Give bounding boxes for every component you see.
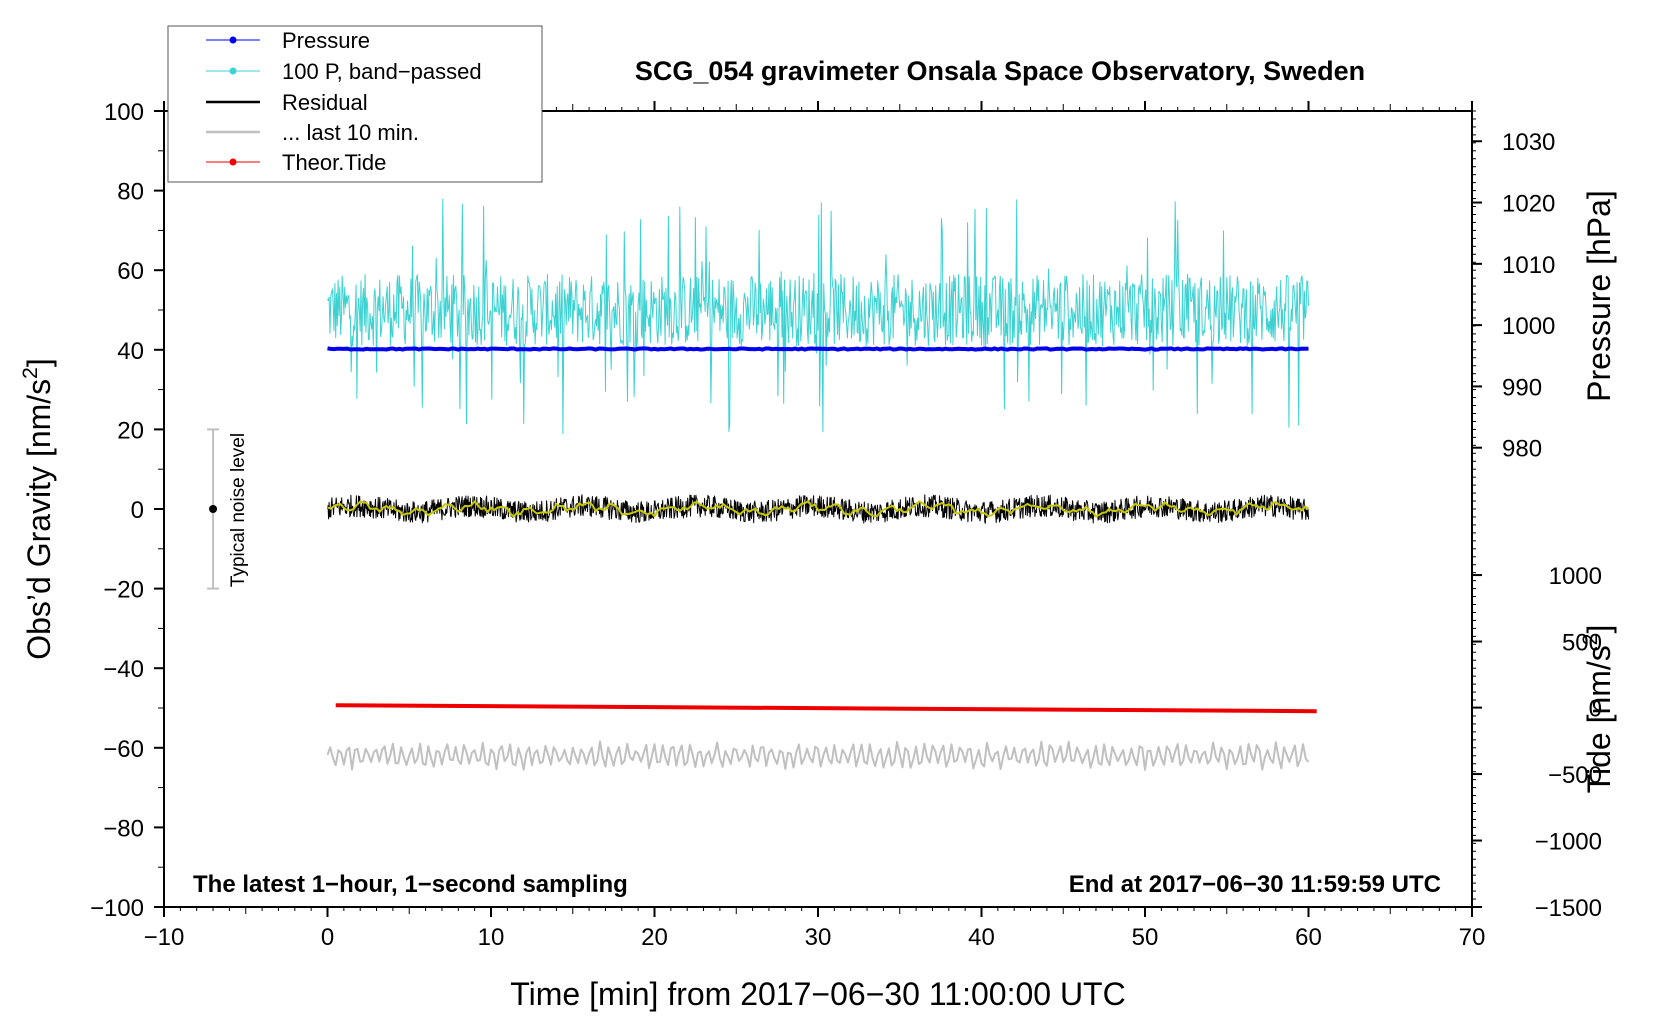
- tide-tick-label: −1500: [1535, 895, 1602, 922]
- x-tick-label: 0: [321, 924, 334, 951]
- legend-label-last10: ... last 10 min.: [282, 120, 419, 145]
- y-tick-label: 60: [117, 258, 144, 285]
- x-tick-label: 40: [968, 924, 995, 951]
- pressure-tick-label: 990: [1502, 374, 1542, 401]
- pressure-tick-label: 1030: [1502, 129, 1555, 156]
- noise-bar-label: Typical noise level: [228, 433, 249, 587]
- x-axis-label: Time [min] from 2017−06−30 11:00:00 UTC: [510, 976, 1125, 1012]
- y-tick-label: −100: [90, 895, 144, 922]
- y-tick-label: −20: [103, 577, 144, 604]
- x-tick-label: 10: [478, 924, 505, 951]
- legend-marker-bandpassed: [229, 67, 237, 75]
- legend-marker-pressure: [229, 36, 237, 44]
- y-tick-label: −60: [103, 736, 144, 763]
- y-tick-label: −80: [103, 815, 144, 842]
- series-pressure-line: [327, 346, 1309, 352]
- tide-tick-label: −500: [1548, 762, 1602, 789]
- series-layer: [207, 198, 1317, 771]
- legend-marker-tide: [229, 158, 237, 166]
- noise-bar-center: [209, 505, 218, 513]
- x-tick-label: −10: [144, 924, 185, 951]
- series-tide-line: [335, 703, 1317, 714]
- annotation-end-time: End at 2017−06−30 11:59:59 UTC: [1069, 871, 1441, 898]
- legend-label-residual: Residual: [282, 90, 368, 115]
- legend-box: [167, 25, 543, 183]
- y-tick-label: 80: [117, 179, 144, 206]
- x-tick-label: 60: [1295, 924, 1322, 951]
- pressure-tick-label: 1000: [1502, 313, 1555, 340]
- x-tick-label: 70: [1459, 924, 1486, 951]
- pressure-tick-label: 980: [1502, 436, 1542, 463]
- y-tick-label: 100: [104, 99, 144, 126]
- legend: Pressure 100 P, band−passed Residual ...…: [167, 25, 543, 183]
- y-tick-label: 40: [117, 338, 144, 365]
- pressure-tick-label: 1010: [1502, 252, 1555, 279]
- legend-label-pressure: Pressure: [282, 28, 370, 53]
- tide-tick-label: −1000: [1535, 829, 1602, 856]
- tide-tick-label: 1000: [1549, 563, 1602, 590]
- legend-label-bandpassed: 100 P, band−passed: [282, 59, 482, 84]
- x-tick-label: 30: [805, 924, 832, 951]
- series-bandpassed-line: [327, 198, 1309, 435]
- pressure-tick-label: 1020: [1502, 191, 1555, 218]
- y-tick-label: 0: [131, 497, 144, 524]
- series-residual-line: [327, 494, 1309, 524]
- pressure-axis-label: Pressure [hPa]: [1581, 190, 1617, 402]
- y-tick-label: −40: [103, 656, 144, 683]
- annotation-sampling: The latest 1−hour, 1−second sampling: [193, 871, 628, 898]
- legend-label-tide: Theor.Tide: [282, 150, 386, 175]
- chart-title: SCG_054 gravimeter Onsala Space Observat…: [635, 56, 1365, 86]
- x-tick-label: 50: [1132, 924, 1159, 951]
- y-tick-label: 20: [117, 417, 144, 444]
- tide-axis-label: Tide [nm/s2]: [1579, 625, 1617, 794]
- axis-layer: −10 0 10 20 30 40 50 60 70−100−80−60−40−20020406…: [90, 99, 1602, 951]
- tide-tick-label: 0: [1589, 696, 1602, 723]
- series-last10-line: [326, 740, 1310, 771]
- tide-tick-label: 500: [1562, 630, 1602, 657]
- series-smoothed-residual-line: [327, 499, 1310, 518]
- x-tick-label: 20: [641, 924, 668, 951]
- y-axis-label: Obs’d Gravity [nm/s2]: [19, 358, 57, 660]
